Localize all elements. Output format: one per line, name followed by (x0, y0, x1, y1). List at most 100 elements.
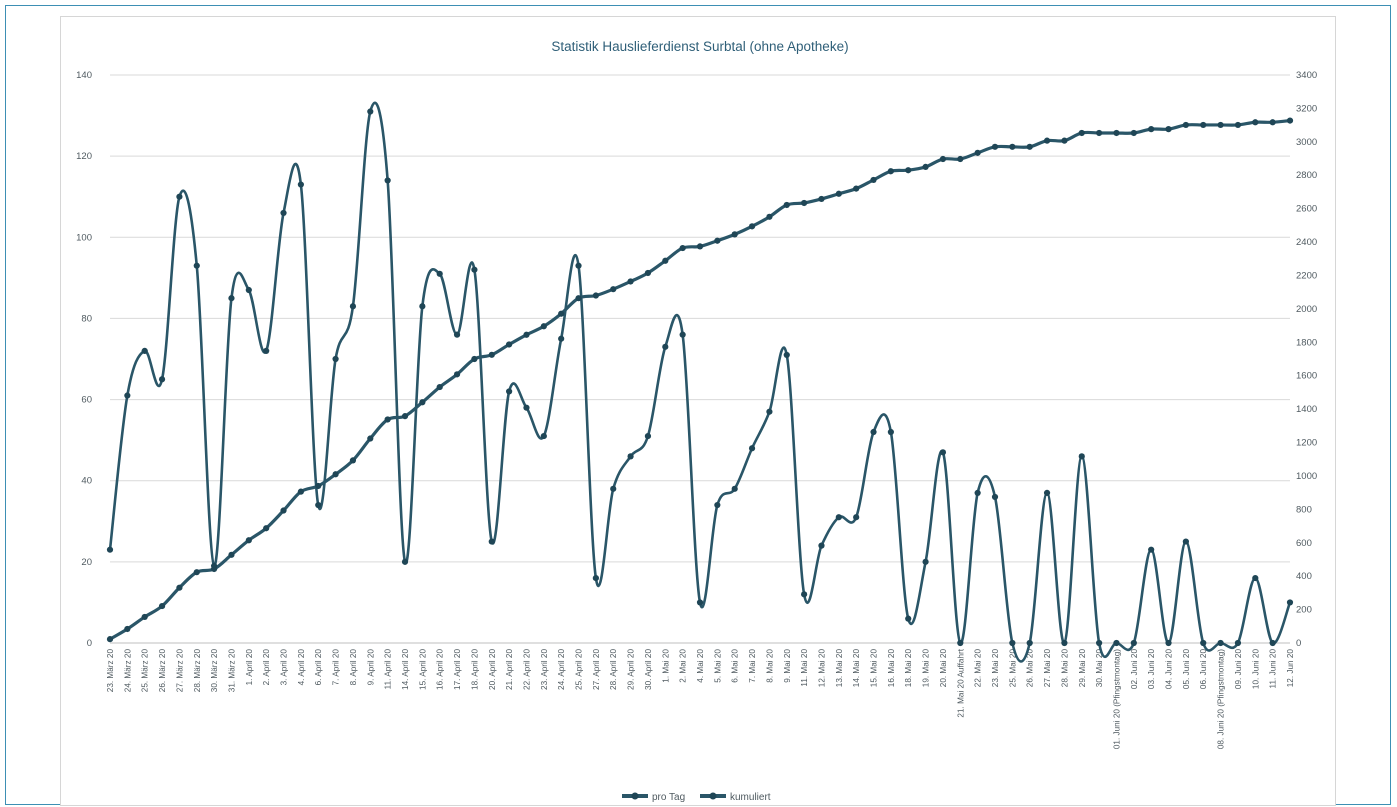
x-tick-label: 24. April 20 (557, 649, 566, 690)
data-point-kumuliert (627, 278, 634, 285)
x-tick-label: 12. Jun 20 (1286, 649, 1295, 688)
x-tick-label: 26. Mai 20 (1026, 649, 1035, 688)
data-point-kumuliert (766, 213, 773, 220)
x-tick-label: 17. April 20 (453, 649, 462, 690)
data-point-pro-tag (1009, 639, 1016, 647)
data-point-pro-tag (1252, 574, 1259, 582)
x-tick-label: 28. Mai 20 (1060, 649, 1069, 688)
data-point-pro-tag (193, 262, 200, 269)
series-lines (108, 101, 1292, 663)
y-axis-left: 0 20 40 60 80 100 120 140 (76, 70, 92, 649)
y-left-tick-label: 140 (76, 70, 92, 81)
data-point-pro-tag (1165, 639, 1172, 647)
x-tick-label: 4. Mai 20 (696, 649, 705, 683)
gridlines (110, 74, 1290, 644)
data-point-pro-tag (662, 343, 669, 350)
x-tick-label: 2. April 20 (262, 649, 271, 686)
data-point-pro-tag (714, 501, 721, 509)
y-right-tick-label: 1800 (1296, 337, 1317, 348)
x-tick-label: 25. April 20 (575, 649, 584, 690)
y-right-tick-label: 1400 (1296, 404, 1317, 415)
legend-swatch-marker (709, 792, 717, 800)
y-right-tick-label: 3200 (1296, 103, 1317, 114)
x-tick-label: 6. April 20 (314, 649, 323, 686)
data-point-kumuliert (1061, 137, 1068, 144)
data-point-kumuliert (349, 457, 357, 464)
y-left-tick-label: 100 (76, 232, 92, 243)
data-point-kumuliert (367, 435, 374, 442)
data-point-kumuliert (662, 257, 669, 264)
data-point-pro-tag (801, 591, 808, 598)
data-point-pro-tag (141, 347, 148, 354)
data-point-kumuliert (419, 399, 426, 406)
legend-swatch-marker (631, 792, 639, 800)
data-point-pro-tag (506, 388, 513, 395)
data-point-pro-tag (315, 501, 322, 509)
data-point-kumuliert (870, 176, 877, 184)
data-point-pro-tag (401, 558, 409, 565)
x-tick-label: 23. April 20 (540, 649, 549, 690)
data-point-kumuliert (1252, 119, 1259, 126)
x-tick-label: 25. Mai 20 (1008, 649, 1017, 688)
x-tick-label: 09. Juni 20 (1234, 649, 1243, 690)
x-tick-label: 6. Mai 20 (731, 649, 740, 683)
data-point-pro-tag (974, 489, 981, 496)
data-point-pro-tag (349, 303, 357, 310)
data-point-pro-tag (696, 599, 704, 606)
data-point-kumuliert (228, 551, 235, 558)
x-tick-label: 19. Mai 20 (922, 649, 931, 688)
x-tick-label: 29. Mai 20 (1078, 649, 1087, 688)
x-tick-label: 13. Mai 20 (835, 649, 844, 688)
data-point-kumuliert (610, 286, 617, 293)
data-point-kumuliert (887, 168, 894, 175)
data-point-kumuliert (1286, 117, 1294, 124)
x-tick-label: 16. Mai 20 (887, 649, 896, 688)
x-tick-label: 9. Mai 20 (783, 649, 792, 683)
x-tick-label: 18. Mai 20 (904, 649, 913, 688)
x-tick-label: 30. März 20 (210, 649, 219, 693)
x-tick-label: 21. April 20 (505, 649, 514, 690)
data-point-pro-tag (228, 295, 235, 302)
x-tick-label: 5. Mai 20 (713, 649, 722, 683)
data-point-kumuliert (939, 155, 947, 163)
x-tick-label: 8. Mai 20 (765, 649, 774, 683)
x-tick-label: 29. April 20 (627, 649, 636, 690)
data-point-kumuliert (575, 295, 582, 302)
data-point-pro-tag (558, 335, 565, 342)
chart-area (60, 16, 1336, 806)
data-point-kumuliert (922, 163, 929, 170)
y-right-tick-label: 2800 (1296, 170, 1317, 181)
data-point-pro-tag (627, 453, 634, 460)
data-point-kumuliert (1217, 121, 1224, 129)
data-point-pro-tag (1286, 599, 1294, 606)
x-tick-label: 11. Juni 20 (1269, 649, 1278, 689)
x-tick-label: 11. April 20 (384, 649, 393, 690)
x-tick-label: 12. Mai 20 (817, 649, 826, 688)
x-tick-label: 28. April 20 (609, 649, 618, 690)
data-point-kumuliert (1043, 137, 1051, 144)
x-tick-label: 21. Mai 20 Auffahrt (956, 648, 965, 717)
x-tick-label: 30. Mai 20 (1095, 649, 1104, 688)
data-point-pro-tag (523, 404, 530, 411)
x-axis: 23. März 20 24. März 20 25. März 20 26. Mär… (106, 648, 1295, 749)
y-right-tick-label: 1200 (1296, 438, 1317, 449)
y-right-tick-label: 2200 (1296, 270, 1317, 281)
data-point-kumuliert (124, 625, 131, 633)
data-point-pro-tag (263, 347, 270, 354)
data-point-pro-tag (766, 408, 773, 415)
data-point-kumuliert (523, 331, 530, 338)
data-point-pro-tag (679, 331, 686, 338)
data-point-kumuliert (211, 565, 218, 573)
data-point-kumuliert (436, 383, 443, 391)
data-point-pro-tag (1217, 639, 1224, 647)
x-tick-label: 4. April 20 (297, 649, 306, 686)
data-point-kumuliert (453, 371, 461, 378)
data-point-pro-tag (367, 108, 374, 115)
data-point-kumuliert (245, 537, 252, 544)
data-point-kumuliert (1148, 126, 1155, 133)
data-point-kumuliert (1182, 121, 1189, 129)
data-point-kumuliert (1130, 129, 1137, 137)
x-tick-label: 14. Mai 20 (852, 649, 861, 688)
x-tick-label: 3. April 20 (280, 649, 289, 686)
x-tick-label: 06. Juni 20 (1199, 649, 1208, 690)
